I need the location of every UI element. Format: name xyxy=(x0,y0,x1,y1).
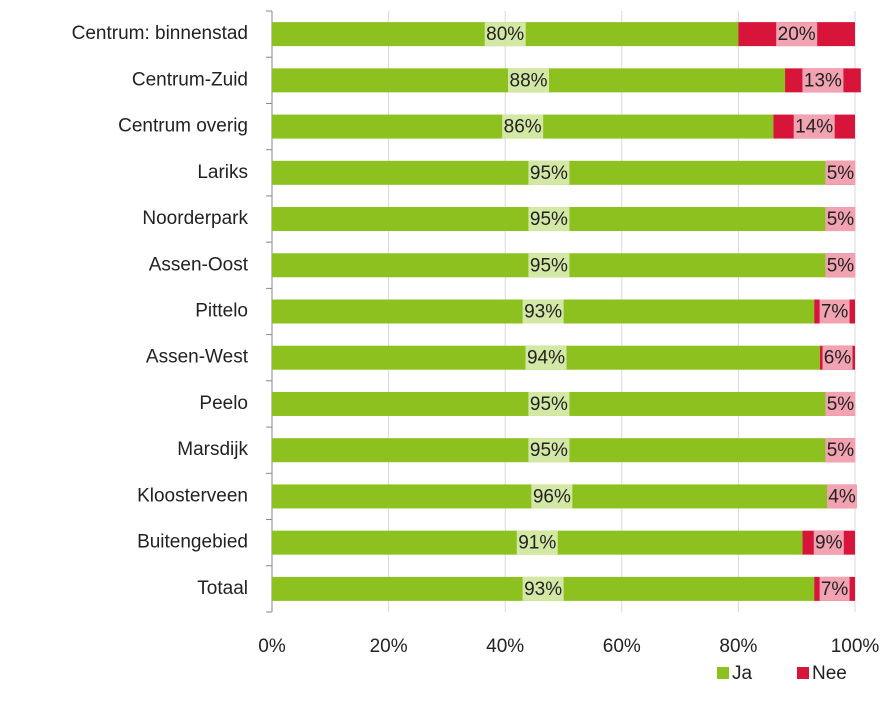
data-label-bg xyxy=(516,530,558,555)
data-label-bg xyxy=(525,345,567,370)
data-label-bg xyxy=(528,253,570,278)
y-tick-label: Kloosterveen xyxy=(137,485,248,506)
data-label-bg xyxy=(813,530,844,555)
data-label-bg xyxy=(802,68,844,93)
data-label: 88% xyxy=(510,70,548,91)
data-label-bg xyxy=(825,391,856,416)
data-label: 20% xyxy=(778,24,816,45)
data-label-bg xyxy=(825,253,856,278)
data-label-bg xyxy=(484,22,526,47)
y-tick-label: Assen-Oost xyxy=(149,254,249,275)
data-label-bg xyxy=(522,576,564,601)
data-label-bg xyxy=(793,114,835,139)
x-tick-label: 40% xyxy=(486,636,524,657)
data-label: 95% xyxy=(530,209,568,230)
data-label: 93% xyxy=(524,302,562,323)
data-label: 95% xyxy=(530,394,568,415)
data-label-bg xyxy=(502,114,544,139)
x-tick-label: 20% xyxy=(370,636,408,657)
legend-swatch xyxy=(717,667,729,679)
y-tick-label: Peelo xyxy=(199,393,248,414)
y-tick-label: Marsdijk xyxy=(177,439,248,460)
data-label-bg xyxy=(827,484,857,509)
x-tick-label: 80% xyxy=(719,636,757,657)
data-label: 7% xyxy=(821,579,849,600)
data-label: 96% xyxy=(533,486,571,507)
y-tick-label: Assen-West xyxy=(146,347,249,368)
data-label: 94% xyxy=(527,348,565,369)
data-label: 6% xyxy=(824,348,852,369)
data-label: 95% xyxy=(530,255,568,276)
data-label: 5% xyxy=(827,163,855,184)
data-label-bg xyxy=(522,299,564,324)
data-label-bg xyxy=(528,160,570,185)
data-label: 80% xyxy=(486,24,524,45)
data-label: 9% xyxy=(815,533,843,554)
data-label: 13% xyxy=(804,70,842,91)
y-tick-label: Lariks xyxy=(197,162,248,183)
y-tick-label: Pittelo xyxy=(195,301,248,322)
data-label: 5% xyxy=(827,255,855,276)
data-label: 5% xyxy=(827,394,855,415)
x-tick-label: 60% xyxy=(603,636,641,657)
data-label-bg xyxy=(528,391,570,416)
data-label-bg xyxy=(825,438,856,463)
data-label: 14% xyxy=(795,117,833,138)
data-label-bg xyxy=(819,576,850,601)
data-label-bg xyxy=(528,438,570,463)
legend-swatch xyxy=(797,667,809,679)
legend-label: Ja xyxy=(732,663,753,684)
data-label: 5% xyxy=(827,440,855,461)
data-label: 91% xyxy=(518,533,556,554)
x-tick-label: 100% xyxy=(831,636,880,657)
data-label: 86% xyxy=(504,117,542,138)
data-label-bg xyxy=(776,22,818,47)
data-label: 95% xyxy=(530,163,568,184)
y-tick-label: Totaal xyxy=(197,578,248,599)
data-label-bg xyxy=(531,484,573,509)
data-label-bg xyxy=(819,299,850,324)
y-tick-label: Centrum overig xyxy=(118,116,248,137)
data-label-bg xyxy=(822,345,853,370)
data-label: 95% xyxy=(530,440,568,461)
data-label-bg xyxy=(528,207,570,232)
x-tick-label: 0% xyxy=(258,636,286,657)
data-label-bg xyxy=(825,207,856,232)
y-tick-label: Centrum: binnenstad xyxy=(72,23,248,44)
legend-label: Nee xyxy=(812,663,847,684)
y-tick-label: Buitengebied xyxy=(137,532,248,553)
data-label: 4% xyxy=(828,486,856,507)
y-tick-label: Centrum-Zuid xyxy=(132,69,248,90)
data-label: 7% xyxy=(821,302,849,323)
y-tick-label: Noorderpark xyxy=(142,208,248,229)
data-label: 5% xyxy=(827,209,855,230)
data-label: 93% xyxy=(524,579,562,600)
data-label-bg xyxy=(508,68,550,93)
data-label-bg xyxy=(825,160,856,185)
